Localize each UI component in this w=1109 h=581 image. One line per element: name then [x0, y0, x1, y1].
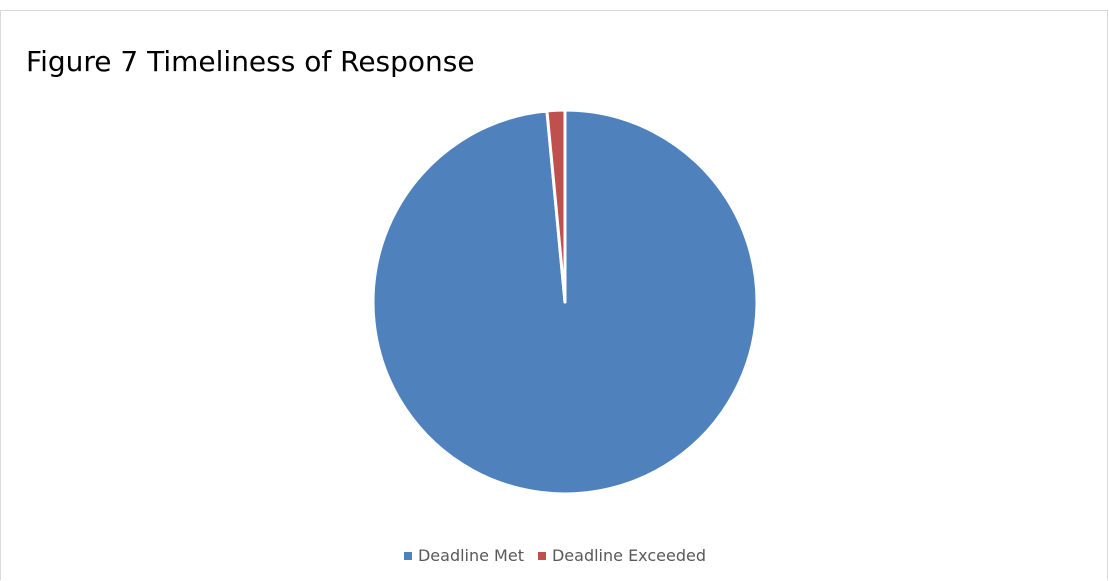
legend-label-deadline-met: Deadline Met [417, 546, 524, 565]
chart-frame: Figure 7 Timeliness of Response Deadline… [0, 10, 1108, 580]
pie-slice-deadline-exceeded [545, 108, 567, 304]
legend-item-deadline-exceeded: Deadline Exceeded [537, 546, 707, 565]
chart-legend: Deadline Met Deadline Exceeded [1, 546, 1109, 565]
pie-chart [371, 108, 759, 496]
legend-swatch-deadline-met [403, 551, 412, 560]
legend-label-deadline-exceeded: Deadline Exceeded [551, 546, 707, 565]
chart-title: Figure 7 Timeliness of Response [26, 45, 475, 78]
legend-item-deadline-met: Deadline Met [403, 546, 524, 565]
legend-swatch-deadline-exceeded [537, 551, 546, 560]
